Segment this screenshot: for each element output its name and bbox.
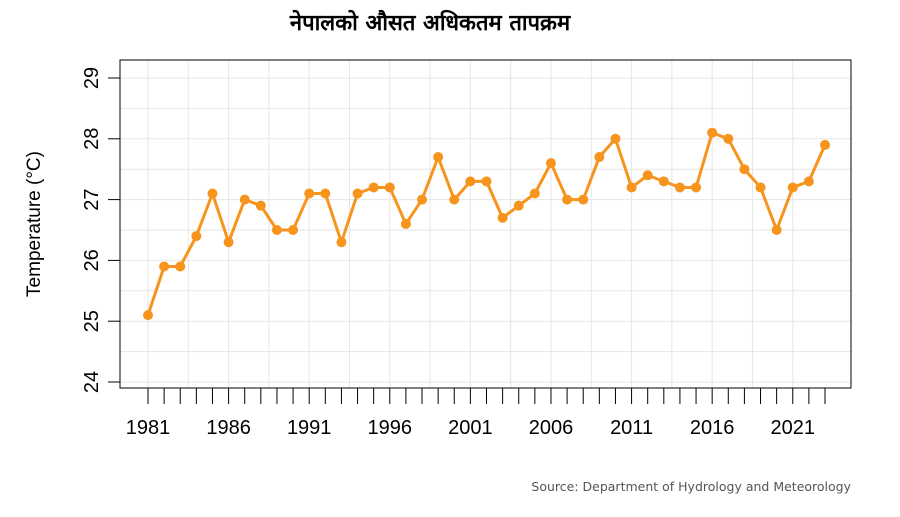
x-tick-label: 1981: [126, 417, 171, 439]
series-line: [146, 131, 827, 316]
x-tick-label: 2021: [771, 417, 816, 439]
data-point: [384, 182, 395, 193]
y-tick-label: 29: [81, 67, 103, 89]
x-tick-label: 2006: [529, 417, 574, 439]
data-point: [739, 164, 750, 175]
data-point: [271, 225, 282, 235]
data-point: [481, 176, 492, 187]
data-point: [336, 237, 347, 248]
x-tick-label: 1991: [287, 417, 332, 439]
data-point: [658, 176, 669, 187]
data-point: [820, 139, 830, 150]
y-tick-label: 26: [81, 249, 103, 271]
chart-title: नेपालको औसत अधिकतम तापक्रम: [289, 9, 571, 36]
data-point: [433, 152, 444, 163]
x-tick-label: 1996: [368, 417, 413, 439]
data-point: [771, 225, 782, 235]
data-point: [707, 127, 718, 138]
data-point: [191, 231, 202, 242]
data-point: [465, 176, 476, 187]
data-point: [594, 152, 605, 163]
data-point: [143, 310, 153, 321]
data-point: [562, 194, 573, 205]
data-point: [223, 237, 234, 248]
x-tick-label: 2016: [690, 417, 735, 439]
data-point: [320, 188, 331, 199]
y-tick-label: 25: [81, 310, 103, 332]
data-point: [755, 182, 766, 193]
data-point: [159, 261, 170, 272]
series-temperature: [143, 127, 830, 321]
data-point: [368, 182, 379, 193]
data-point: [513, 200, 524, 211]
data-point: [626, 182, 637, 193]
y-tick-label: 28: [81, 128, 103, 150]
plot-area-frame: [119, 59, 852, 389]
y-tick-label: 24: [81, 371, 103, 393]
y-tick-label: 27: [81, 188, 103, 210]
data-point: [304, 188, 315, 199]
data-point: [803, 176, 814, 187]
data-point: [239, 194, 250, 205]
data-point: [417, 194, 428, 205]
data-point: [207, 188, 218, 199]
x-tick-label: 2001: [448, 417, 493, 439]
data-point: [449, 194, 460, 205]
data-point: [787, 182, 798, 193]
data-point: [400, 218, 411, 229]
grid: [120, 60, 851, 388]
data-point: [288, 225, 299, 235]
axes: 1981 1986 1991 1996 2001 2006 2011 2016 2021 24 25…: [81, 67, 826, 439]
data-point: [497, 212, 508, 223]
data-point: [352, 188, 363, 199]
source-note: Source: Department of Hydrology and Mete…: [531, 479, 851, 494]
x-tick-label: 1986: [206, 417, 251, 439]
data-point: [175, 261, 186, 272]
data-point: [255, 200, 266, 211]
data-point: [545, 158, 556, 169]
data-point: [723, 133, 734, 144]
data-point: [529, 188, 540, 199]
data-point: [642, 170, 653, 181]
data-point: [691, 182, 702, 193]
x-tick-label: 2011: [610, 417, 653, 439]
data-point: [610, 133, 621, 144]
data-point: [674, 182, 685, 193]
data-point: [578, 194, 589, 205]
y-axis-label: Temperature (°C): [24, 151, 45, 297]
